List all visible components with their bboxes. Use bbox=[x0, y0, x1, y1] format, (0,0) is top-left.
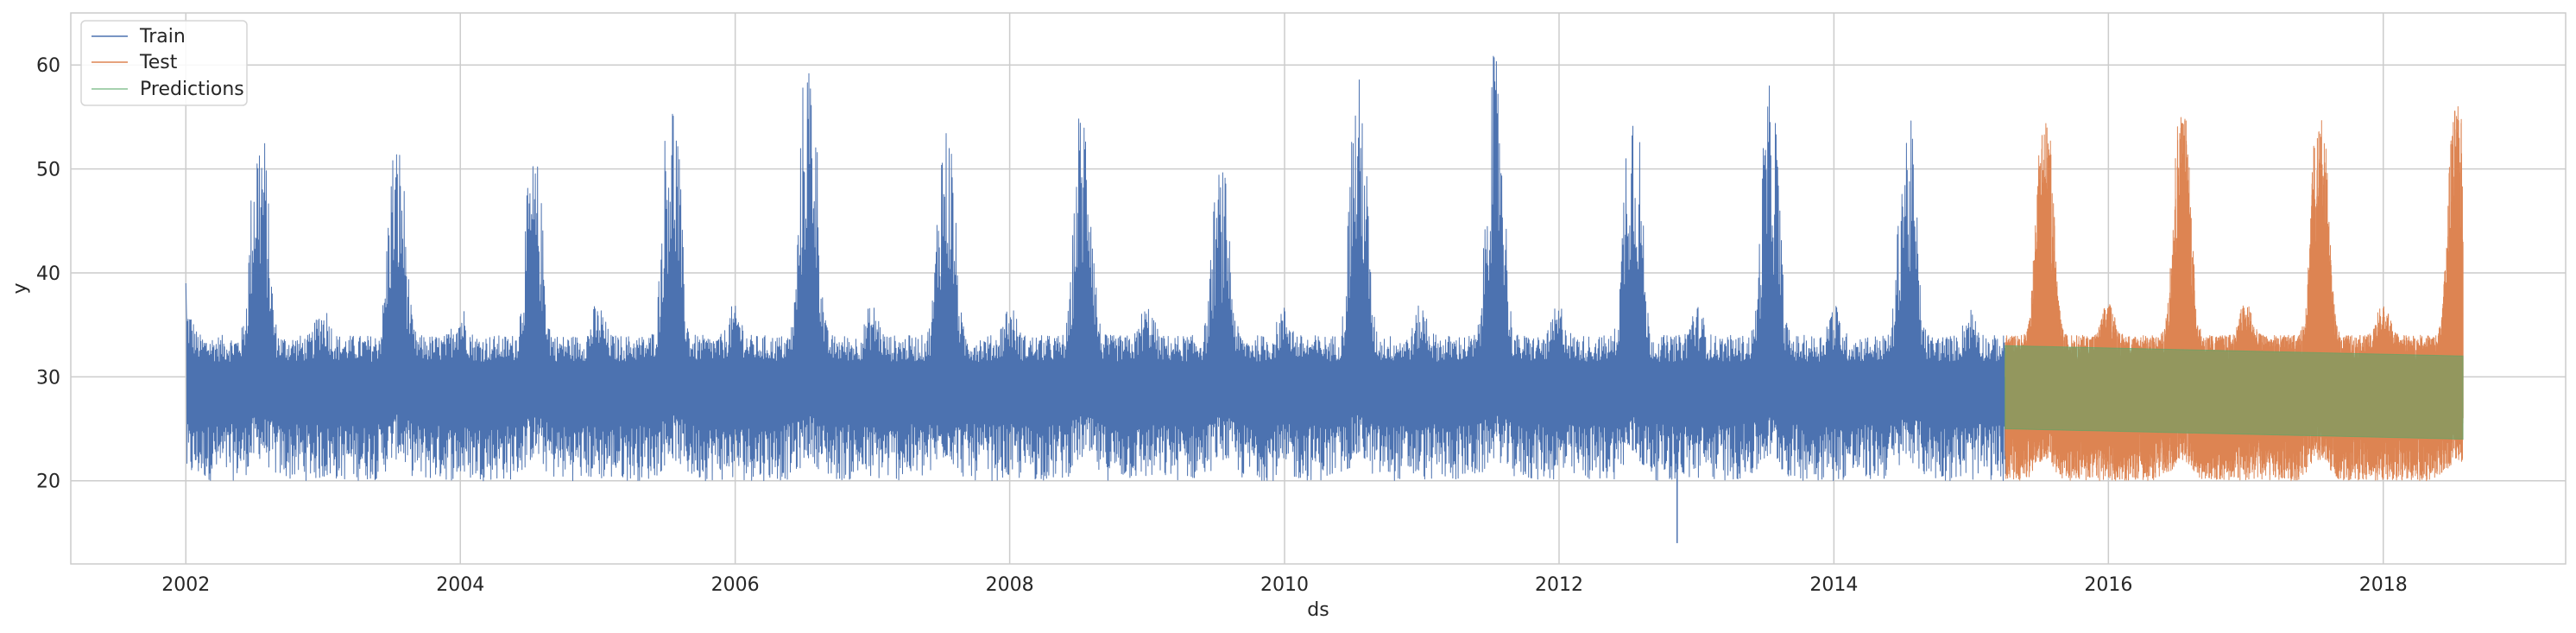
tick-labels: 20 30 40 50 60 2002 2004 2006 2008 2010 2012 2014 20… bbox=[36, 55, 2408, 596]
legend-box bbox=[80, 20, 248, 106]
predictions-band bbox=[2005, 345, 2464, 440]
x-tick-label: 2004 bbox=[436, 574, 484, 596]
x-tick-label: 2002 bbox=[161, 574, 210, 596]
y-axis-title: y bbox=[9, 282, 31, 294]
legend: Train Test Predictions bbox=[80, 20, 248, 106]
x-tick-label: 2016 bbox=[2084, 574, 2132, 596]
x-tick-label: 2012 bbox=[1535, 574, 1583, 596]
legend-label-test: Test bbox=[139, 52, 178, 73]
y-tick-label: 30 bbox=[36, 367, 60, 389]
x-tick-label: 2010 bbox=[1260, 574, 1309, 596]
legend-label-predictions: Predictions bbox=[140, 79, 244, 100]
x-tick-label: 2008 bbox=[986, 574, 1034, 596]
x-tick-label: 2018 bbox=[2359, 574, 2408, 596]
y-tick-label: 60 bbox=[36, 55, 60, 77]
x-tick-label: 2014 bbox=[1809, 574, 1858, 596]
y-tick-label: 40 bbox=[36, 263, 60, 285]
train-series bbox=[185, 55, 2006, 543]
y-tick-label: 20 bbox=[36, 472, 60, 493]
series-line bbox=[185, 55, 2006, 482]
x-tick-label: 2006 bbox=[711, 574, 760, 596]
predictions-series bbox=[2005, 345, 2464, 440]
x-axis-title: ds bbox=[1307, 599, 1329, 621]
legend-label-train: Train bbox=[139, 26, 186, 47]
y-tick-label: 50 bbox=[36, 160, 60, 181]
